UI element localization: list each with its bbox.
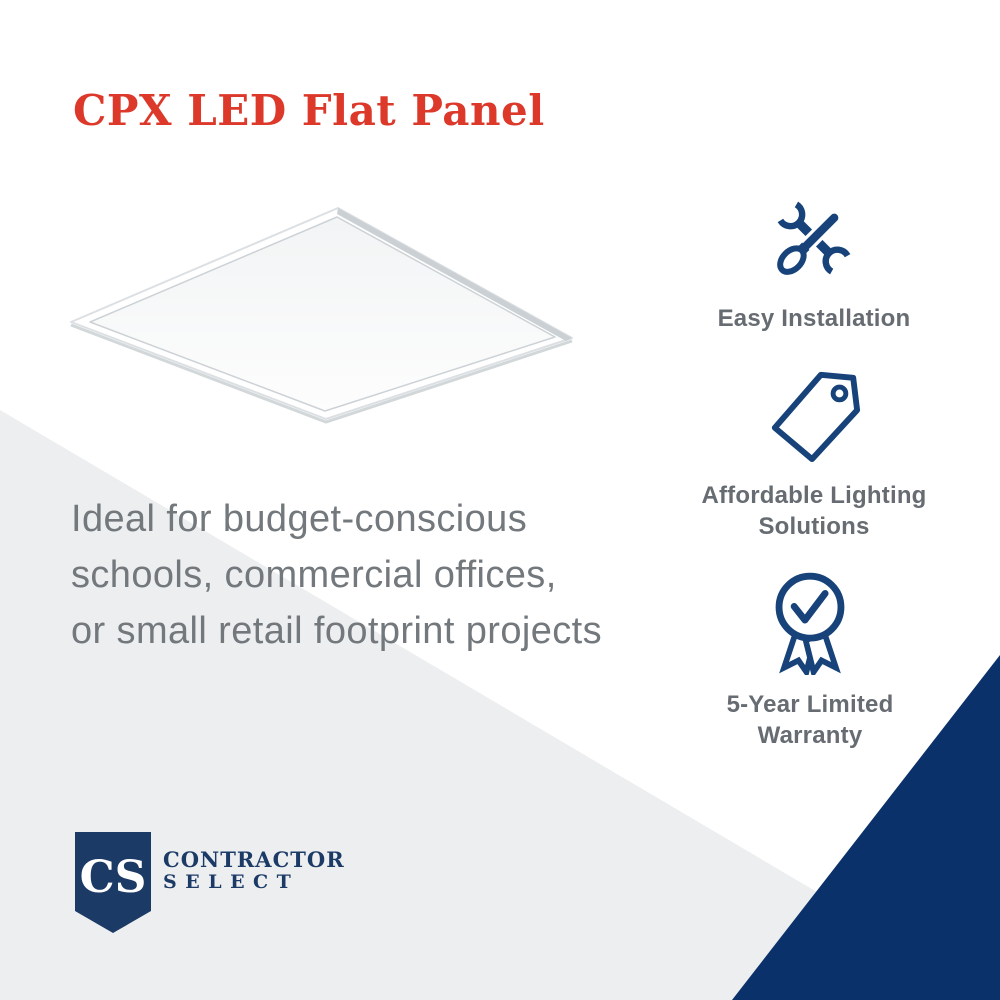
logo-name-line-1: CONTRACTOR (163, 847, 345, 872)
wrench-jaw-bottom (822, 246, 851, 275)
tools-icon (777, 201, 851, 275)
screwdriver-handle (777, 245, 807, 275)
screwdriver-ferrule (798, 242, 810, 254)
shield-shape (75, 832, 151, 933)
page-title: CPX LED Flat Panel (73, 86, 545, 135)
description-line-1: Ideal for budget-conscious (71, 498, 528, 540)
feature-easy-installation: Easy Installation (684, 192, 944, 334)
feature-label: 5-Year Limited Warranty (680, 689, 940, 751)
description-line-3: or small retail footprint projects (71, 610, 603, 652)
feature-label: Affordable Lighting Solutions (684, 480, 944, 542)
tag-hole (830, 384, 849, 403)
award-ribbon-icon (775, 572, 845, 675)
logo-name-line-2: SELECT (163, 871, 300, 893)
panel-bottom-rim (70, 323, 573, 424)
feature-affordable-lighting: Affordable Lighting Solutions (684, 367, 944, 542)
feature-warranty: 5-Year Limited Warranty (680, 571, 940, 751)
logo-wordmark: CONTRACTOR SELECT (163, 849, 345, 893)
panel-lens (89, 216, 556, 412)
screwdriver-blade (800, 213, 839, 252)
cs-shield-icon: CS (75, 832, 151, 933)
feature-label-line-1: Affordable Lighting (701, 482, 927, 509)
led-panel-image (70, 207, 573, 424)
feature-label-line-1: Easy Installation (717, 305, 911, 332)
feature-label-line-2: Warranty (757, 722, 863, 749)
navy-corner-triangle (732, 655, 1000, 1000)
price-tag-icon (771, 371, 861, 463)
feature-label-line-2: Solutions (758, 513, 870, 540)
gray-diagonal-wedge (0, 410, 1000, 1000)
contractor-select-logo: CS CONTRACTOR SELECT (75, 832, 345, 934)
feature-label-line-1: 5-Year Limited (726, 691, 894, 718)
panel-edge-strip (337, 208, 572, 341)
award-circle (775, 572, 845, 642)
description-text: Ideal for budget-conscious schools, comm… (71, 491, 691, 659)
cs-monogram: CS (80, 852, 147, 903)
feature-label: Easy Installation (684, 303, 944, 334)
description-line-2: schools, commercial offices, (71, 554, 557, 596)
tag-outline (771, 371, 861, 463)
award-checkmark (790, 590, 829, 624)
